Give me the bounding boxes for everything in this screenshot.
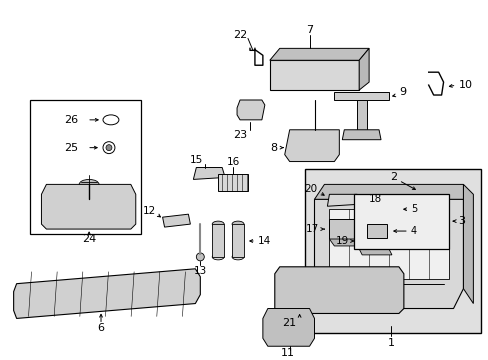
Ellipse shape — [212, 221, 224, 227]
Text: 3: 3 — [458, 216, 465, 226]
Ellipse shape — [320, 280, 338, 298]
Ellipse shape — [379, 280, 397, 298]
Polygon shape — [356, 100, 366, 130]
Polygon shape — [232, 224, 244, 257]
Text: 24: 24 — [82, 234, 96, 244]
Ellipse shape — [196, 253, 204, 261]
Text: 17: 17 — [305, 224, 319, 234]
Bar — [366, 224, 386, 238]
Ellipse shape — [363, 290, 384, 303]
Text: 26: 26 — [64, 115, 78, 125]
Ellipse shape — [349, 280, 367, 298]
Polygon shape — [359, 231, 388, 249]
Ellipse shape — [353, 284, 364, 294]
Text: 8: 8 — [270, 143, 277, 153]
Ellipse shape — [333, 290, 354, 303]
Text: 5: 5 — [410, 204, 416, 214]
Ellipse shape — [273, 324, 281, 332]
Polygon shape — [218, 175, 247, 192]
Ellipse shape — [383, 284, 393, 294]
Ellipse shape — [383, 204, 393, 214]
Text: 19: 19 — [335, 236, 348, 246]
Polygon shape — [342, 130, 380, 140]
Text: 10: 10 — [458, 80, 471, 90]
Text: 11: 11 — [280, 348, 294, 358]
Polygon shape — [212, 224, 224, 257]
Text: 13: 13 — [193, 266, 206, 276]
Polygon shape — [329, 239, 362, 246]
Text: 2: 2 — [389, 172, 397, 183]
Text: 23: 23 — [232, 130, 246, 140]
Ellipse shape — [392, 290, 414, 303]
Text: 9: 9 — [398, 87, 405, 97]
Ellipse shape — [232, 221, 244, 227]
Polygon shape — [314, 199, 463, 309]
Text: 4: 4 — [410, 226, 416, 236]
Ellipse shape — [79, 179, 99, 189]
Text: 20: 20 — [304, 184, 317, 194]
Text: 12: 12 — [142, 206, 155, 216]
Bar — [29, 100, 141, 234]
Ellipse shape — [374, 227, 382, 235]
Text: 14: 14 — [257, 236, 271, 246]
Ellipse shape — [103, 115, 119, 125]
Text: 15: 15 — [189, 154, 203, 165]
Polygon shape — [359, 249, 391, 255]
Ellipse shape — [103, 142, 115, 154]
Text: 18: 18 — [368, 194, 381, 204]
Polygon shape — [463, 184, 472, 303]
Polygon shape — [274, 267, 403, 314]
Text: 25: 25 — [64, 143, 78, 153]
Polygon shape — [381, 207, 410, 214]
Text: 1: 1 — [386, 338, 394, 348]
Text: 16: 16 — [226, 157, 239, 167]
Polygon shape — [329, 209, 447, 279]
Text: 21: 21 — [282, 318, 296, 328]
Polygon shape — [263, 309, 314, 346]
Text: 7: 7 — [305, 26, 312, 36]
Ellipse shape — [294, 284, 304, 294]
Bar — [353, 194, 447, 249]
Ellipse shape — [212, 254, 224, 260]
Polygon shape — [314, 184, 463, 199]
Polygon shape — [193, 167, 224, 179]
Polygon shape — [284, 130, 339, 162]
Ellipse shape — [300, 324, 308, 332]
Polygon shape — [359, 48, 368, 90]
Ellipse shape — [232, 254, 244, 260]
Bar — [304, 170, 480, 333]
Text: 22: 22 — [232, 31, 246, 40]
Polygon shape — [327, 194, 359, 206]
Polygon shape — [237, 100, 264, 120]
Polygon shape — [329, 219, 356, 239]
Polygon shape — [14, 269, 200, 319]
Ellipse shape — [287, 324, 295, 332]
Polygon shape — [334, 92, 388, 100]
Polygon shape — [162, 214, 190, 227]
Polygon shape — [41, 184, 136, 229]
Ellipse shape — [324, 284, 334, 294]
Polygon shape — [269, 48, 368, 60]
Polygon shape — [269, 60, 359, 90]
Ellipse shape — [290, 280, 308, 298]
Ellipse shape — [106, 145, 112, 150]
Text: 6: 6 — [97, 323, 104, 333]
